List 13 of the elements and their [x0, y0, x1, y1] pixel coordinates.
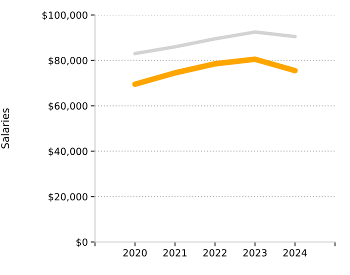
- y-tick-label: $60,000: [48, 102, 88, 111]
- y-tick-label: $100,000: [42, 11, 88, 20]
- x-tick-label: 2024: [283, 249, 307, 256]
- y-tick-label: $80,000: [48, 56, 88, 66]
- y-tick-label: $40,000: [48, 148, 88, 156]
- x-tick-label: 2020: [123, 249, 147, 256]
- x-tick-label: 2022: [203, 249, 226, 256]
- y-tick-label: $0: [76, 238, 88, 248]
- x-tick-label: 2021: [163, 249, 186, 256]
- line-series: [133, 30, 297, 56]
- y-axis-title: Salaries: [1, 108, 10, 148]
- x-tick-label: 2023: [243, 249, 267, 256]
- y-tick-label: $20,000: [48, 192, 88, 202]
